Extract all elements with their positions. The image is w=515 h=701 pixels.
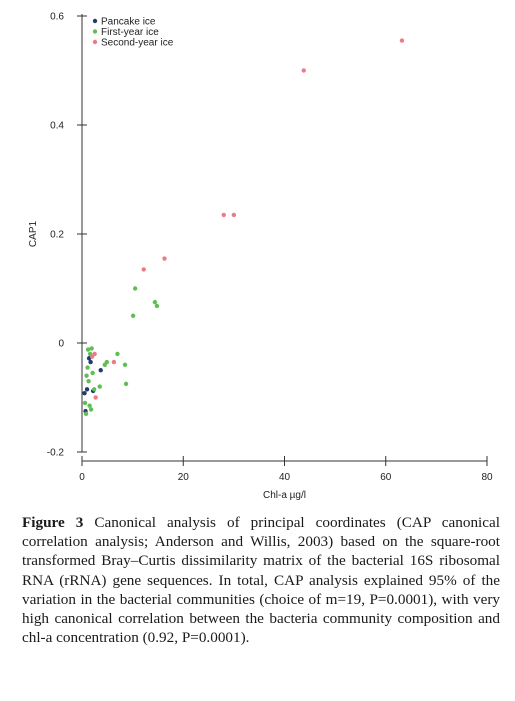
legend-marker	[92, 29, 98, 34]
data-point	[132, 286, 138, 291]
figure-label: Figure 3	[22, 514, 84, 531]
data-point	[85, 365, 90, 370]
data-point	[98, 368, 103, 373]
y-tick-label: 0.2	[50, 230, 64, 241]
data-point	[92, 351, 97, 357]
data-point	[152, 299, 158, 305]
data-point	[162, 256, 167, 261]
data-point	[89, 346, 94, 351]
legend-label: First-year ice	[101, 27, 159, 38]
data-point	[88, 407, 94, 412]
data-point	[97, 384, 102, 389]
data-point	[154, 303, 160, 309]
data-point	[87, 403, 92, 408]
data-point	[130, 313, 136, 318]
y-tick-label: 0.4	[50, 121, 64, 132]
data-point	[301, 68, 306, 73]
y-tick-label: -0.2	[47, 448, 65, 459]
x-tick-label: 0	[79, 472, 85, 483]
data-point	[82, 390, 87, 396]
legend-label: Pancake ice	[101, 17, 156, 28]
scatter-chart: -0.2 0 0.2 0.4 0.6 0 20 40 60 80 Pancake iceFirst…	[28, 12, 493, 502]
y-tick-label: 0	[58, 339, 64, 350]
x-axis-label: Chl-a µg/l	[263, 490, 306, 501]
data-point	[115, 351, 120, 357]
x-tick-label: 40	[279, 472, 291, 483]
data-point	[122, 362, 128, 367]
y-tick-label: 0.6	[50, 12, 64, 23]
data-point	[141, 267, 146, 272]
data-point	[86, 378, 91, 384]
data-point	[221, 212, 226, 218]
legend-marker	[92, 18, 98, 24]
data-point	[85, 347, 91, 352]
data-point	[104, 359, 110, 365]
chart-points	[82, 38, 405, 417]
x-tick-label: 80	[481, 472, 493, 483]
data-point	[111, 359, 117, 365]
x-tick-label: 60	[380, 472, 392, 483]
legend-label: Second-year ice	[101, 38, 174, 49]
x-tick-label: 20	[178, 472, 190, 483]
data-point	[91, 387, 97, 392]
data-point	[82, 400, 88, 406]
data-point	[88, 359, 93, 365]
data-point	[399, 38, 405, 43]
data-point	[123, 381, 129, 387]
caption-text: Canonical analysis of principal coordina…	[22, 514, 500, 647]
data-point	[84, 387, 90, 392]
data-point	[93, 395, 98, 400]
data-point	[90, 370, 95, 376]
data-point	[83, 411, 89, 417]
figure-caption: Figure 3 Canonical analysis of principal…	[22, 513, 500, 647]
chart-axes: -0.2 0 0.2 0.4 0.6 0 20 40 60 80	[47, 12, 493, 484]
y-axis-label: CAP1	[28, 221, 39, 248]
data-point	[84, 373, 89, 378]
data-point	[231, 212, 237, 218]
legend-marker	[92, 39, 98, 45]
